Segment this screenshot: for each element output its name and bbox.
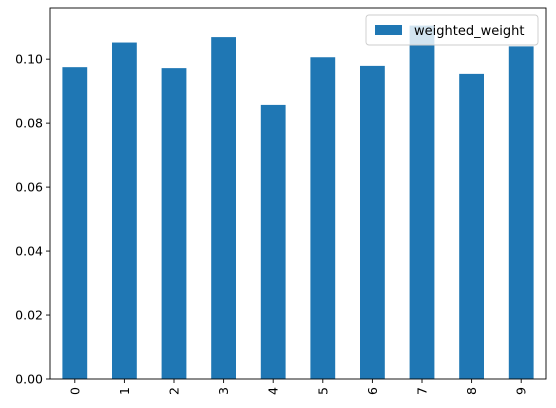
- x-tick-label: 5: [315, 387, 330, 395]
- bar-3: [211, 37, 236, 379]
- x-tick-label: 8: [464, 387, 479, 395]
- legend-swatch: [375, 25, 402, 35]
- y-tick-label: 0.06: [15, 180, 43, 195]
- y-axis: 0.00 0.02 0.04 0.06 0.08 0.10: [15, 52, 50, 387]
- x-tick-label: 3: [216, 387, 231, 395]
- y-tick-label: 0.02: [15, 308, 43, 323]
- bar-7: [409, 25, 435, 380]
- bar-2: [161, 68, 187, 379]
- x-tick-label: 2: [167, 387, 182, 395]
- x-tick-label: 7: [415, 387, 430, 395]
- x-tick-label: 4: [266, 387, 281, 395]
- bar-8: [459, 73, 484, 379]
- bar-6: [360, 65, 385, 379]
- x-tick-label: 6: [365, 387, 380, 395]
- bar-0: [62, 67, 88, 380]
- bar-1: [112, 42, 137, 379]
- plot-frame: [49, 7, 547, 380]
- x-tick-label: 9: [514, 387, 529, 395]
- bar-9: [508, 46, 534, 379]
- legend-box: [365, 14, 539, 46]
- x-axis: 0 1 2 3 4 5 6 7 8 9: [67, 379, 529, 395]
- bar-5: [310, 57, 336, 379]
- y-tick-label: 0.00: [15, 372, 43, 387]
- x-tick-label: 1: [117, 387, 132, 395]
- bar-4: [260, 104, 286, 379]
- x-tick-label: 0: [67, 387, 82, 395]
- y-tick-label: 0.08: [15, 116, 43, 131]
- legend-label: weighted_weight: [414, 24, 524, 39]
- y-tick-label: 0.04: [15, 244, 43, 259]
- legend: weighted_weight: [365, 14, 539, 46]
- bars-group: [62, 25, 534, 380]
- y-tick-label: 0.10: [15, 52, 43, 67]
